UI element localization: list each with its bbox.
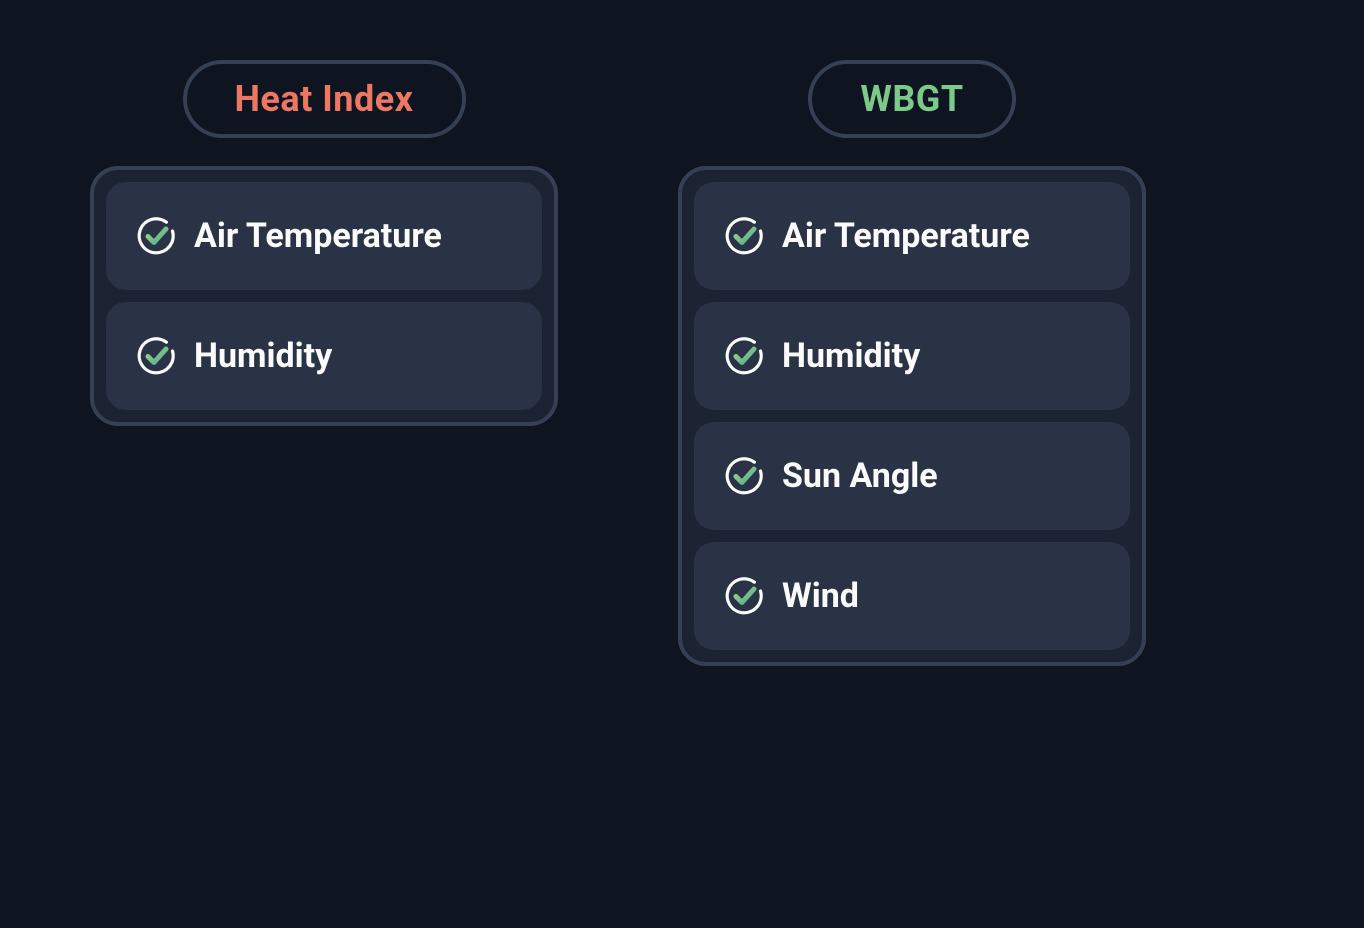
list-item: Humidity	[106, 302, 542, 410]
check-icon	[724, 216, 764, 256]
item-label: Humidity	[782, 336, 920, 376]
header-heat-index: Heat Index	[183, 60, 466, 138]
check-icon	[136, 336, 176, 376]
list-item: Sun Angle	[694, 422, 1130, 530]
item-label: Air Temperature	[782, 216, 1030, 256]
item-label: Humidity	[194, 336, 332, 376]
column-heat-index: Heat Index Air Temperature Humidity	[90, 60, 558, 426]
list-item: Wind	[694, 542, 1130, 650]
check-icon	[724, 336, 764, 376]
check-icon	[724, 456, 764, 496]
list-item: Air Temperature	[106, 182, 542, 290]
item-label: Air Temperature	[194, 216, 442, 256]
check-icon	[136, 216, 176, 256]
list-item: Humidity	[694, 302, 1130, 410]
comparison-diagram: Heat Index Air Temperature Humidity	[0, 0, 1364, 726]
header-wbgt: WBGT	[808, 60, 1015, 138]
column-wbgt: WBGT Air Temperature Humidity	[678, 60, 1146, 666]
item-label: Sun Angle	[782, 456, 938, 496]
item-label: Wind	[782, 576, 859, 616]
panel-heat-index: Air Temperature Humidity	[90, 166, 558, 426]
check-icon	[724, 576, 764, 616]
list-item: Air Temperature	[694, 182, 1130, 290]
panel-wbgt: Air Temperature Humidity Sun Angle	[678, 166, 1146, 666]
